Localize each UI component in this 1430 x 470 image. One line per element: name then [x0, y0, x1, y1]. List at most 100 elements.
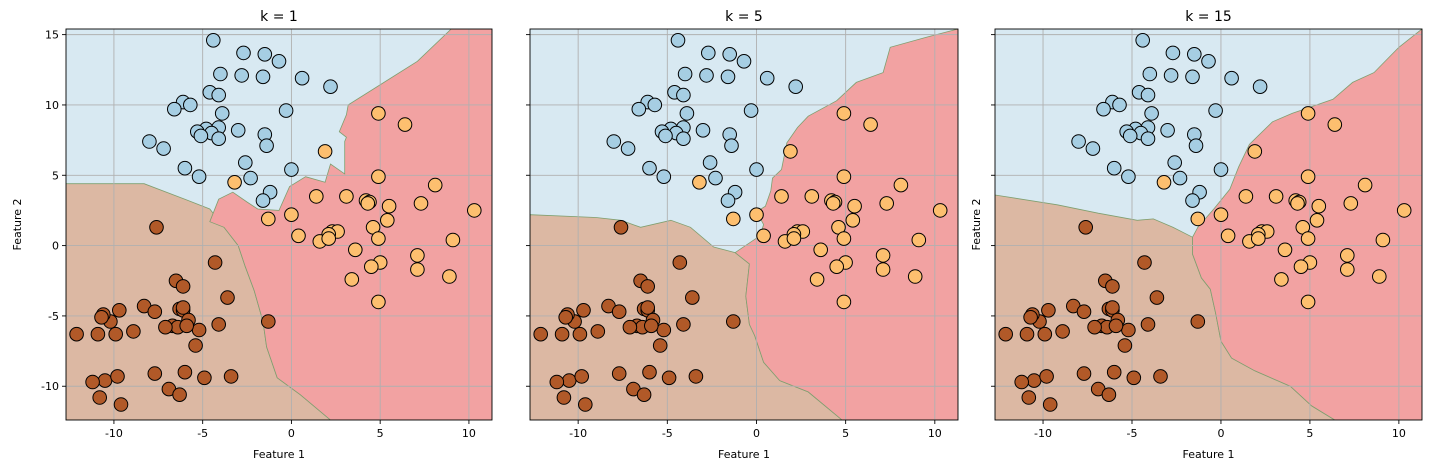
- point-orange: [1300, 231, 1316, 246]
- point-orange: [1300, 106, 1316, 121]
- point-blue: [1142, 66, 1158, 82]
- point-blue: [1213, 162, 1229, 177]
- point-brown: [1026, 373, 1042, 388]
- point-brown: [642, 364, 657, 380]
- point-brown: [188, 338, 203, 353]
- point-blue: [1172, 170, 1188, 186]
- point-blue: [230, 123, 246, 138]
- point-brown: [1121, 322, 1136, 338]
- point-orange: [847, 198, 862, 214]
- point-orange: [1293, 259, 1309, 275]
- region-red: [209, 29, 492, 420]
- point-blue: [788, 79, 804, 94]
- point-brown: [622, 319, 638, 335]
- point-orange: [907, 269, 923, 284]
- point-blue: [670, 33, 686, 48]
- point-brown: [636, 387, 652, 403]
- point-brown: [110, 369, 125, 384]
- point-orange: [1300, 169, 1316, 184]
- panel-title: k = 1: [260, 9, 298, 25]
- point-blue: [642, 160, 657, 176]
- point-brown: [1101, 387, 1117, 403]
- point-brown: [1055, 324, 1070, 339]
- point-orange: [1340, 248, 1355, 263]
- point-orange: [836, 294, 852, 310]
- point-brown: [611, 366, 627, 381]
- point-blue: [676, 131, 691, 146]
- x-tick-label: 10: [928, 427, 942, 440]
- point-brown: [1037, 326, 1053, 342]
- x-axis-label: Feature 1: [253, 448, 305, 461]
- point-orange: [692, 175, 707, 190]
- point-brown: [1140, 317, 1156, 332]
- point-brown: [672, 255, 688, 270]
- point-orange: [381, 198, 397, 214]
- x-tick-label: -5: [1127, 427, 1138, 440]
- point-brown: [211, 317, 226, 332]
- point-brown: [533, 326, 549, 342]
- point-blue: [1122, 128, 1138, 144]
- point-orange: [1375, 232, 1391, 248]
- point-orange: [875, 262, 891, 277]
- x-axis-label: Feature 1: [1182, 448, 1234, 461]
- point-brown: [94, 310, 109, 325]
- point-blue: [257, 47, 273, 62]
- y-tick-label: 5: [52, 169, 59, 182]
- point-blue: [294, 70, 310, 86]
- point-brown: [1023, 310, 1038, 325]
- axes-frame: [994, 28, 1423, 421]
- panel-3: -10 -5 0 5 10 k = 15 Feature 1 Feature 2: [970, 9, 1423, 461]
- point-brown: [1042, 397, 1058, 412]
- x-tick-label: 0: [288, 427, 295, 440]
- point-blue: [695, 123, 711, 138]
- point-orange: [291, 228, 306, 244]
- point-blue: [677, 66, 693, 82]
- point-blue: [191, 169, 207, 184]
- point-brown: [69, 326, 84, 342]
- point-brown: [1076, 366, 1092, 381]
- panel-2: -10 -5 0 5 10 k = 5 Feature 1: [526, 9, 959, 461]
- point-brown: [561, 373, 577, 388]
- point-blue: [156, 141, 171, 156]
- point-blue: [676, 87, 691, 103]
- point-brown: [1014, 374, 1030, 390]
- point-brown: [1137, 255, 1152, 270]
- point-brown: [1078, 220, 1093, 235]
- point-orange: [1220, 228, 1236, 244]
- y-tick-label: -10: [41, 380, 59, 393]
- point-brown: [554, 326, 570, 342]
- point-blue: [743, 103, 759, 118]
- point-blue: [720, 69, 736, 85]
- point-orange: [786, 231, 802, 246]
- point-orange: [813, 242, 829, 258]
- x-tick-label: 0: [1217, 427, 1224, 440]
- point-orange: [845, 213, 861, 228]
- point-brown: [1126, 370, 1142, 386]
- point-orange: [410, 262, 425, 277]
- point-brown: [676, 317, 691, 332]
- point-orange: [911, 232, 927, 248]
- point-blue: [177, 160, 193, 176]
- point-brown: [656, 322, 672, 338]
- point-blue: [1165, 45, 1181, 61]
- point-orange: [749, 207, 764, 222]
- point-blue: [234, 68, 249, 83]
- point-blue: [1135, 33, 1150, 48]
- point-orange: [348, 242, 363, 258]
- point-orange: [836, 106, 852, 121]
- axes-frame: [529, 28, 959, 421]
- point-brown: [177, 364, 193, 380]
- point-blue: [679, 106, 695, 121]
- x-tick-label: -5: [197, 427, 208, 440]
- y-tick-label: -5: [48, 310, 59, 323]
- point-brown: [113, 397, 129, 412]
- point-orange: [360, 196, 376, 211]
- point-orange: [783, 144, 798, 159]
- point-orange: [1290, 196, 1305, 211]
- point-orange: [836, 169, 852, 184]
- y-tick-label: 10: [45, 99, 59, 112]
- point-orange: [1396, 203, 1412, 218]
- point-blue: [238, 155, 253, 170]
- point-brown: [90, 326, 106, 342]
- x-axis-label: Feature 1: [718, 448, 770, 461]
